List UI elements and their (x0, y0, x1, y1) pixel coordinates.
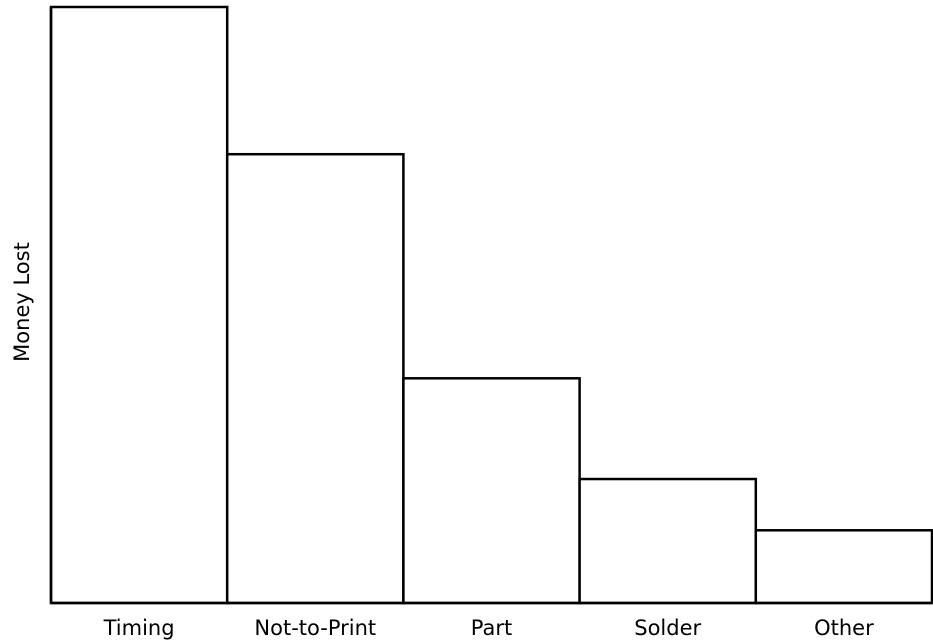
bars-layer (49, 5, 933, 605)
y-axis-label: Money Lost (10, 242, 34, 362)
x-tick-label: Solder (634, 616, 701, 640)
x-tick-labels: Timing Not-to-Print Part Solder Other (103, 616, 874, 640)
x-tick-label: Not-to-Print (254, 616, 376, 640)
axes-layer (49, 7, 932, 605)
bar-not-to-print (225, 152, 405, 605)
x-tick-label: Timing (103, 616, 175, 640)
x-tick-label: Other (814, 616, 874, 640)
bar-timing (49, 5, 229, 605)
x-tick-label: Part (471, 616, 512, 640)
bar-solder (578, 477, 758, 605)
bar-part (402, 377, 581, 605)
bar-other (754, 529, 933, 605)
